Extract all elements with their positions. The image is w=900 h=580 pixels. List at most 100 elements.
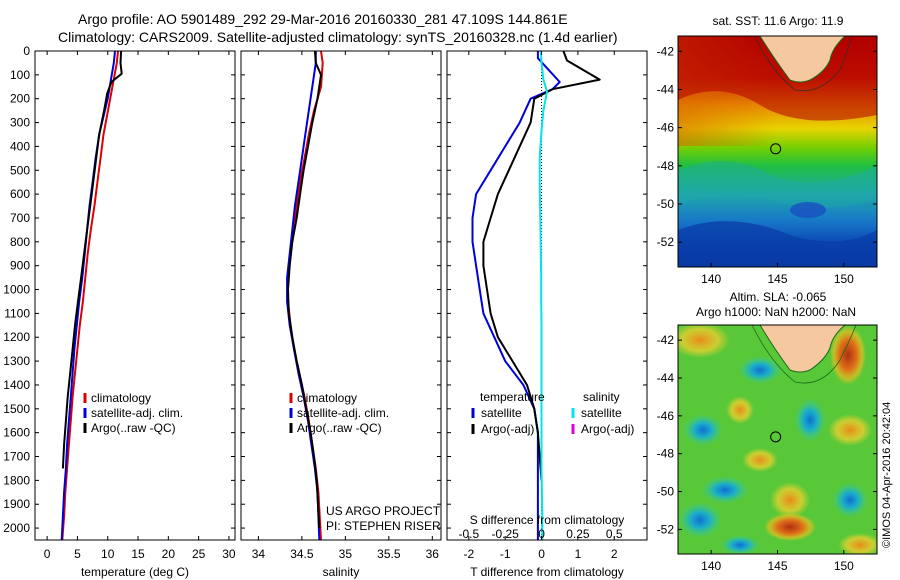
y-tick-label: 1600	[3, 426, 30, 440]
y-tick-label: 1500	[3, 402, 30, 416]
plot-frame	[240, 50, 442, 541]
x2-tick-label: 0	[538, 527, 545, 541]
y-tick-label: 1400	[3, 378, 30, 392]
temperature-profile-plot: 0100200300400500600700800900100011001200…	[3, 44, 236, 579]
y-tick-label: 900	[10, 259, 30, 273]
map-y-tick-label: -48	[657, 447, 675, 461]
map-y-tick-label: -50	[657, 197, 675, 211]
x-axis-label: salinity	[323, 565, 360, 579]
data-source-annotation: PI: STEPHEN RISER	[326, 519, 441, 533]
series-line-s-satellite	[538, 50, 548, 540]
y-tick-label: 300	[10, 116, 30, 130]
tasmania-landmass	[759, 325, 846, 373]
map-y-tick-label: -42	[657, 44, 675, 58]
imos-timestamp-watermark: ©IMOS 04-Apr-2016 20:42:04	[881, 402, 893, 548]
y-tick-label: 1100	[4, 306, 30, 320]
legend-label: satellite	[481, 406, 522, 420]
tasmania-landmass	[759, 36, 846, 83]
plot-frame	[34, 50, 236, 541]
legend-title-temperature: temperature	[480, 390, 545, 404]
x-tick-label: 1	[575, 547, 582, 561]
map-y-tick-label: -52	[657, 522, 675, 536]
series-line-argo-raw-qc-	[61, 50, 123, 469]
legend-label: satellite-adj. clim.	[91, 406, 183, 420]
sla-map: Altim. SLA: -0.065 Argo h1000: NaN h2000…	[657, 290, 878, 573]
x-tick-label: 0	[44, 547, 51, 561]
y-tick-label: 1300	[3, 354, 30, 368]
map-y-tick-label: -42	[657, 333, 675, 347]
map-x-tick-label: 145	[767, 559, 787, 573]
sla-map-subtitle: Argo h1000: NaN h2000: NaN	[696, 305, 856, 319]
map-y-tick-label: -48	[657, 159, 675, 173]
legend-label: satellite	[581, 406, 622, 420]
sst-heatmap-image	[678, 36, 877, 267]
series-line-climatology	[61, 50, 119, 541]
sst-map: sat. SST: 11.6 Argo: 11.9 140 145 150 -42 -4…	[657, 14, 878, 286]
x-tick-label: 34.5	[290, 547, 314, 561]
legend-label: climatology	[297, 391, 357, 405]
y-tick-label: 1800	[3, 473, 30, 487]
y-tick-label: 600	[10, 187, 30, 201]
series-line-t-satellite	[471, 51, 561, 540]
map-y-tick-label: -52	[657, 235, 675, 249]
y-tick-label: 1700	[3, 450, 30, 464]
x-tick-label: 0	[538, 547, 545, 561]
x-axis-label: temperature (deg C)	[81, 565, 189, 579]
y-tick-label: 0	[23, 44, 30, 58]
x-tick-label: 35	[339, 547, 353, 561]
legend-label: Argo(..raw -QC)	[297, 421, 382, 435]
map-y-tick-label: -44	[657, 371, 675, 385]
x-axis-label: T difference from climatology	[470, 565, 624, 579]
y-tick-label: 2000	[3, 521, 30, 535]
x-tick-label: -1	[500, 547, 511, 561]
y-tick-label: 1000	[3, 283, 30, 297]
y-tick-label: 1200	[3, 330, 30, 344]
map-x-tick-label: 145	[767, 272, 787, 286]
argo-float-location-marker	[770, 143, 782, 155]
series-line-argo-raw-qc-	[287, 50, 322, 529]
x-tick-label: 30	[222, 547, 236, 561]
series-line-climatology	[287, 50, 324, 541]
x-tick-label: 5	[74, 547, 81, 561]
map-y-tick-label: -44	[657, 82, 675, 96]
y-tick-label: 200	[10, 92, 30, 106]
x-tick-label: 10	[101, 547, 115, 561]
x-tick-label: -2	[463, 547, 474, 561]
data-source-annotation: US ARGO PROJECT	[326, 504, 441, 518]
x-tick-label: 2	[611, 547, 618, 561]
legend-label: satellite-adj. clim.	[297, 406, 389, 420]
map-y-tick-label: -46	[657, 409, 675, 423]
x-tick-label: 35.5	[377, 547, 401, 561]
sla-heatmap-image	[678, 325, 877, 554]
map-y-tick-label: -46	[657, 121, 675, 135]
series-line-satellite-adj-clim-	[60, 50, 116, 541]
y-tick-label: 500	[10, 163, 30, 177]
map-x-tick-label: 140	[701, 559, 721, 573]
x-tick-label: 25	[192, 547, 206, 561]
legend-label: climatology	[91, 391, 151, 405]
sst-map-title: sat. SST: 11.6 Argo: 11.9	[713, 14, 844, 28]
x2-tick-label: -0.25	[492, 527, 520, 541]
y-tick-label: 700	[10, 211, 30, 225]
legend-label: Argo(-adj)	[481, 422, 534, 436]
argo-float-location-marker	[770, 431, 782, 443]
difference-profile-plot: -2 -1 0 1 2 T difference from climatology -0.5…	[446, 50, 648, 579]
series-line-t-argo-adj-	[482, 50, 601, 481]
x2-tick-label: 0.5	[606, 527, 623, 541]
legend-label: Argo(..raw -QC)	[91, 421, 176, 435]
legend-title-salinity: salinity	[583, 390, 620, 404]
y-tick-label: 800	[10, 235, 30, 249]
map-x-tick-label: 140	[701, 272, 721, 286]
sla-map-title: Altim. SLA: -0.065	[730, 290, 827, 304]
x2-axis-label: S difference from climatology	[470, 513, 625, 527]
map-x-tick-label: 150	[834, 559, 854, 573]
x2-tick-label: -0.5	[458, 527, 479, 541]
x-tick-label: 34	[252, 547, 266, 561]
legend-label: Argo(-adj)	[581, 422, 634, 436]
figure-title-line1: Argo profile: AO 5901489_292 29-Mar-2016…	[78, 11, 568, 27]
x2-tick-label: 0.25	[566, 527, 590, 541]
map-y-tick-label: -50	[657, 485, 675, 499]
map-x-tick-label: 150	[834, 272, 854, 286]
x-tick-label: 36	[426, 547, 440, 561]
